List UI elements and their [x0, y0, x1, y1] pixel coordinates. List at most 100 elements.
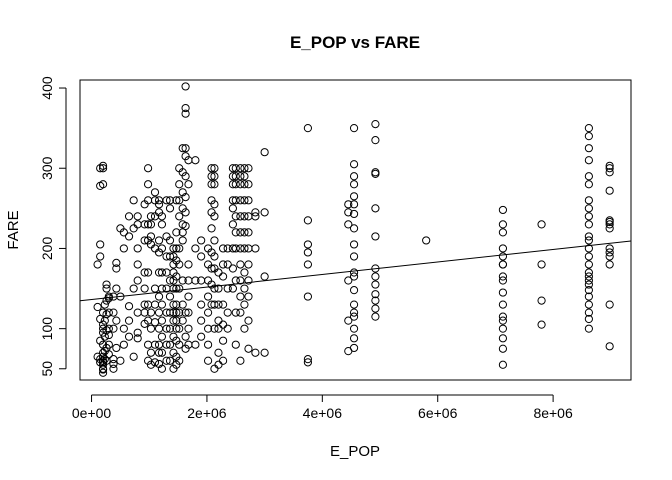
y-tick-label: 400: [39, 76, 55, 100]
data-point: [236, 292, 245, 301]
data-point: [133, 220, 142, 229]
data-point: [371, 290, 380, 299]
data-point: [140, 300, 149, 309]
data-point: [210, 212, 219, 221]
data-point: [143, 164, 153, 173]
data-point: [169, 300, 178, 309]
data-point: [422, 236, 431, 245]
x-tick-label: 8e+06: [533, 405, 573, 421]
data-point: [104, 294, 113, 303]
data-point: [303, 240, 313, 249]
data-point: [349, 209, 359, 219]
data-point: [584, 124, 593, 133]
data-point: [498, 300, 508, 309]
data-point: [251, 348, 260, 357]
x-tick-label: 2e+06: [187, 405, 227, 421]
data-point: [236, 228, 245, 237]
data-point: [349, 272, 359, 281]
data-point: [109, 324, 118, 333]
data-point: [240, 324, 249, 333]
data-point: [172, 244, 181, 253]
data-point: [371, 232, 380, 241]
data-point: [218, 300, 228, 309]
data-point: [584, 308, 593, 317]
data-point: [150, 284, 160, 293]
data-point: [349, 286, 359, 295]
data-point: [349, 172, 359, 181]
data-point: [584, 144, 593, 153]
data-point: [112, 264, 121, 273]
data-point: [181, 109, 190, 118]
data-point: [184, 324, 193, 333]
data-point: [124, 212, 134, 221]
data-point: [371, 272, 380, 281]
data-point: [124, 232, 134, 241]
data-point: [124, 302, 134, 311]
data-point: [104, 330, 113, 340]
data-point: [172, 272, 181, 281]
data-point: [157, 348, 167, 357]
data-point: [223, 308, 232, 317]
data-point: [349, 124, 359, 133]
data-point: [231, 308, 240, 317]
data-point: [605, 217, 614, 227]
data-point: [175, 212, 184, 221]
data-point: [349, 308, 359, 317]
data-point: [140, 236, 149, 245]
data-point: [104, 340, 113, 349]
data-point: [175, 340, 184, 349]
data-point: [223, 244, 232, 253]
data-point: [150, 300, 160, 309]
data-point: [146, 348, 156, 357]
data-point: [104, 324, 113, 333]
data-point: [349, 300, 359, 309]
data-point: [133, 260, 142, 269]
data-point: [244, 180, 253, 189]
data-point: [210, 252, 219, 261]
data-point: [162, 196, 171, 205]
data-point: [119, 324, 128, 333]
data-point: [210, 284, 219, 293]
data-point: [228, 204, 237, 213]
data-point: [140, 284, 149, 293]
data-point: [184, 260, 193, 269]
data-point: [175, 196, 184, 205]
data-point: [197, 316, 206, 325]
data-point: [181, 172, 190, 181]
data-point: [236, 356, 245, 365]
data-point: [584, 220, 593, 229]
data-point: [129, 224, 138, 233]
data-point: [175, 180, 184, 189]
data-point: [157, 268, 167, 277]
data-point: [584, 236, 593, 245]
data-point: [181, 208, 190, 217]
data-point: [146, 360, 156, 369]
data-point: [150, 358, 160, 367]
data-point: [157, 364, 167, 373]
data-point: [119, 244, 128, 253]
data-point: [178, 300, 187, 309]
x-tick-label: 4e+06: [303, 405, 343, 421]
data-point: [349, 192, 359, 201]
data-point: [98, 365, 108, 374]
data-point: [231, 244, 240, 253]
axes: [79, 79, 632, 381]
data-point: [584, 324, 593, 333]
data-point: [154, 308, 164, 317]
data-point: [584, 172, 593, 181]
data-point: [93, 260, 102, 269]
data-point: [178, 316, 187, 325]
data-point: [214, 316, 223, 325]
data-point: [537, 260, 546, 269]
data-point: [109, 359, 118, 369]
data-point: [244, 344, 253, 353]
data-point: [498, 312, 508, 321]
data-point: [197, 332, 206, 341]
data-point: [218, 260, 228, 269]
x-axis-label: E_POP: [330, 443, 380, 460]
data-point: [344, 200, 353, 209]
data-point: [218, 336, 228, 345]
data-point: [228, 264, 237, 273]
data-point: [150, 318, 160, 327]
data-point: [146, 220, 156, 229]
